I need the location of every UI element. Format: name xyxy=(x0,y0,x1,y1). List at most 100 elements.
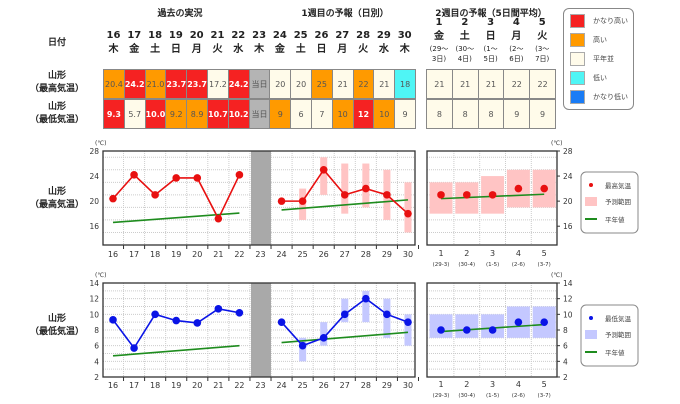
week2-point xyxy=(463,191,471,199)
legend-label: かなり高い xyxy=(593,17,628,25)
week2-range-box xyxy=(429,314,453,338)
legend-point-marker xyxy=(589,183,593,187)
x-tick-sublabel: (2-6) xyxy=(512,393,525,399)
y-tick-label-left: 14 xyxy=(89,279,99,288)
x-tick-label: 4 xyxy=(516,249,521,258)
forecast-point xyxy=(362,184,370,193)
y-tick-label-left: 12 xyxy=(89,295,99,304)
week2-day: 3 xyxy=(487,17,495,28)
chart-label-min-line1: 山形 xyxy=(47,314,66,324)
week2-weekday: 土 xyxy=(459,31,470,42)
date-header: 21 火 xyxy=(207,29,228,57)
week2-range-line2: 5日) xyxy=(483,55,498,63)
plot-frame xyxy=(102,282,416,378)
x-tick-label: 5 xyxy=(542,380,547,389)
week2-date-header: 1 金 (29～ 3日) xyxy=(426,16,452,64)
observed-point xyxy=(172,174,181,182)
date-label: 日付 xyxy=(47,38,66,48)
legend-range-marker xyxy=(585,197,597,206)
past-header: 過去の実況 xyxy=(157,9,203,19)
week2-range-line1: (30～ xyxy=(455,45,475,53)
forecast-point xyxy=(319,166,328,174)
date-header: 20 月 xyxy=(186,29,207,57)
week2-date-header: 3 日 (1～ 5日) xyxy=(478,16,504,64)
date-weekday: 月 xyxy=(337,44,348,55)
forecast-point xyxy=(383,310,391,319)
date-weekday: 木 xyxy=(108,44,119,55)
week2-range-line2: 4日) xyxy=(457,55,472,63)
y-tick-label-right: 4 xyxy=(563,357,568,366)
legend-label-series: 最高気温 xyxy=(605,181,632,190)
x-tick-label: 21 xyxy=(213,250,223,259)
forecast-point xyxy=(404,318,412,326)
observed-point xyxy=(235,308,244,317)
week2-header: 2週目の予報（5日間平均） xyxy=(435,9,547,19)
date-header: 29 水 xyxy=(373,29,394,57)
y-tick-label-left: 6 xyxy=(94,342,99,351)
x-tick-label: 27 xyxy=(340,381,350,390)
chart-legend xyxy=(580,304,639,367)
today-band xyxy=(251,283,271,377)
week2-range-line1: (29～ xyxy=(429,45,449,53)
week2-point xyxy=(514,318,523,326)
legend-swatch xyxy=(570,52,585,66)
week2-max-cell: 22 xyxy=(503,69,531,99)
x-tick-label: 28 xyxy=(361,250,371,259)
y-unit-right: (℃) xyxy=(551,272,562,279)
x-tick-label: 22 xyxy=(234,381,244,390)
y-tick-label-left: 16 xyxy=(89,222,99,231)
x-tick-sublabel: (1-5) xyxy=(486,262,499,268)
week2-point xyxy=(463,326,471,334)
chart-label-min-line2: （最低気温） xyxy=(29,327,84,337)
normal-line-past xyxy=(112,344,240,357)
date-weekday: 金 xyxy=(274,44,285,55)
week2-point xyxy=(437,191,445,199)
y-unit-left: (℃) xyxy=(95,140,106,147)
forecast-point xyxy=(362,294,370,303)
date-weekday: 金 xyxy=(129,44,140,55)
forecast-point xyxy=(383,191,391,199)
forecast-point xyxy=(298,341,307,350)
legend-label: かなり低い xyxy=(593,93,628,101)
x-tick-sublabel: (2-6) xyxy=(512,262,525,268)
week2-range-box xyxy=(481,314,505,338)
observed-point xyxy=(130,344,138,352)
y-unit-right: (℃) xyxy=(551,140,562,147)
week2-weekday: 日 xyxy=(485,31,496,42)
date-header: 24 金 xyxy=(269,29,290,57)
date-day: 18 xyxy=(148,30,163,41)
x-tick-label: 17 xyxy=(129,381,139,390)
date-day: 24 xyxy=(272,30,287,41)
x-tick-label: 27 xyxy=(340,250,350,259)
class-legend-item: かなり低い xyxy=(570,90,628,104)
row-label-min: 山形 （最低気温） xyxy=(22,101,92,127)
date-weekday: 火 xyxy=(358,44,369,55)
legend-swatch xyxy=(570,90,585,104)
x-tick-label: 2 xyxy=(464,249,469,258)
chart-legend xyxy=(580,171,639,234)
date-day: 16 xyxy=(106,30,121,41)
y-tick-label-right: 8 xyxy=(563,326,568,335)
x-tick-sublabel: (3-7) xyxy=(538,262,551,268)
observed-point xyxy=(214,214,223,223)
forecast-range-bar xyxy=(341,298,349,323)
class-legend: かなり高い 高い 平年並 低い かなり低い xyxy=(563,8,634,110)
y-tick-label-right: 16 xyxy=(563,222,573,231)
forecast-range-bar xyxy=(320,157,328,195)
week2-min-cell: 8 xyxy=(426,99,453,129)
y-tick-label-right: 2 xyxy=(563,373,568,382)
chart-label-max-line1: 山形 xyxy=(47,187,66,197)
week2-min-cell: 8 xyxy=(477,99,505,129)
date-day: 25 xyxy=(293,30,308,41)
date-header: 26 日 xyxy=(311,29,332,57)
date-day: 19 xyxy=(168,30,183,41)
y-tick-label-left: 2 xyxy=(94,373,99,382)
date-weekday: 土 xyxy=(150,44,161,55)
x-tick-label: 25 xyxy=(298,381,308,390)
x-tick-label: 3 xyxy=(490,380,495,389)
x-tick-label: 20 xyxy=(192,250,202,259)
y-tick-label-right: 20 xyxy=(563,197,573,206)
forecast-point xyxy=(277,318,286,326)
